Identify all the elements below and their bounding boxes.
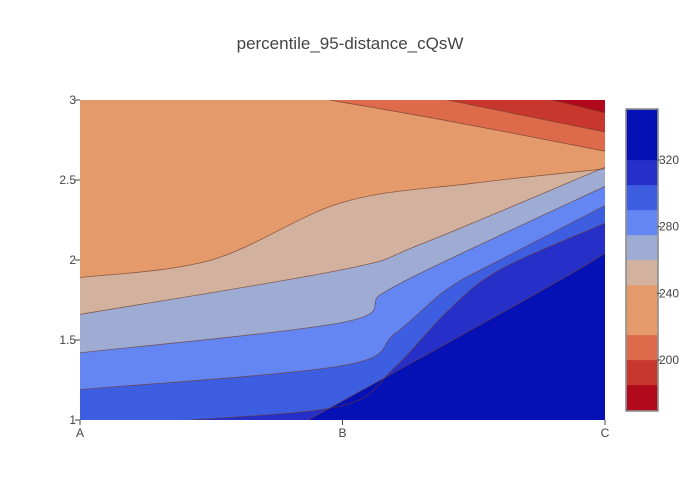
colorbar-segment xyxy=(626,259,658,286)
contour-line-185 xyxy=(552,100,605,114)
contour-lines xyxy=(80,100,605,420)
contour-band-320 xyxy=(308,239,605,420)
contour-line-290 xyxy=(80,205,605,390)
x-tick-label: C xyxy=(601,426,610,440)
contour-line-245 xyxy=(80,168,605,278)
colorbar-segment xyxy=(626,109,658,136)
colorbar-segment xyxy=(626,334,658,361)
y-tick-label: 3 xyxy=(69,93,76,107)
colorbar-segment xyxy=(626,134,658,161)
y-tick-label: 1 xyxy=(69,413,76,427)
colorbar: 200 240 280 320 xyxy=(625,108,679,412)
contour-line-305 xyxy=(190,222,605,420)
colorbar-outline xyxy=(625,108,659,412)
colorbar-segment xyxy=(626,159,658,186)
colorbar-tick-label: 200 xyxy=(659,353,679,367)
colorbar-tick-label: 320 xyxy=(659,153,679,167)
colorbar-tick-label: 280 xyxy=(659,220,679,234)
colorbar-segment xyxy=(626,209,658,236)
colorbar-segment xyxy=(626,384,658,411)
contour-line-260 xyxy=(80,166,605,315)
y-tick-label: 2.5 xyxy=(59,173,76,187)
colorbar-segment xyxy=(626,359,658,386)
colorbar-segment xyxy=(626,309,658,336)
y-tick-label: 2 xyxy=(69,253,76,267)
colorbar-segment xyxy=(626,284,658,311)
x-tick-label: A xyxy=(76,426,84,440)
y-tick-label: 1.5 xyxy=(59,333,76,347)
contour-line-215 xyxy=(329,100,605,152)
contour-line-275 xyxy=(80,186,605,354)
axes: 1 1.5 2 2.5 3 A B C xyxy=(59,93,609,440)
colorbar-segment xyxy=(626,234,658,261)
colorbar-segment xyxy=(626,184,658,211)
x-tick-label: B xyxy=(338,426,346,440)
contour-line-320 xyxy=(308,238,605,420)
contour-bands xyxy=(80,100,605,420)
colorbar-tick-label: 240 xyxy=(659,286,679,300)
chart-title: percentile_95-distance_cQsW xyxy=(236,34,464,53)
contour-line-200 xyxy=(447,100,605,133)
